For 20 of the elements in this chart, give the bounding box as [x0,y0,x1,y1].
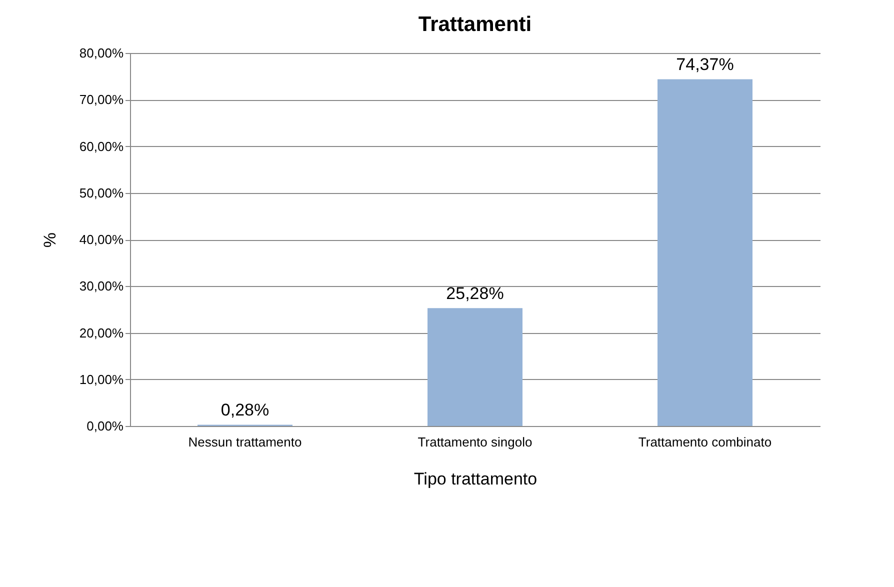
y-tick-label: 70,00% [79,92,124,108]
y-tick-label: 20,00% [79,325,124,340]
bar [658,79,752,426]
data-label: 0,28% [220,400,270,420]
x-axis-title: Tipo trattamento [414,470,538,488]
data-label: 25,28% [446,284,504,304]
x-tick-label: Trattamento combinato [638,434,772,450]
y-tick-label: 50,00% [79,185,124,200]
y-tick-label: 60,00% [79,138,124,154]
y-tick-label: 0,00% [86,418,124,434]
y-tick-label: 80,00% [79,46,124,60]
y-tick-label: 10,00% [79,372,124,387]
x-tick-label: Nessun trattamento [188,434,302,450]
y-axis-title: % [40,232,60,248]
bar [428,308,522,426]
chart-title: Trattamenti [418,13,532,36]
x-tick-label: Trattamento singolo [418,434,532,450]
y-tick-label: 40,00% [79,232,124,247]
y-tick-label: 30,00% [79,278,124,294]
data-label: 74,37% [676,55,734,74]
